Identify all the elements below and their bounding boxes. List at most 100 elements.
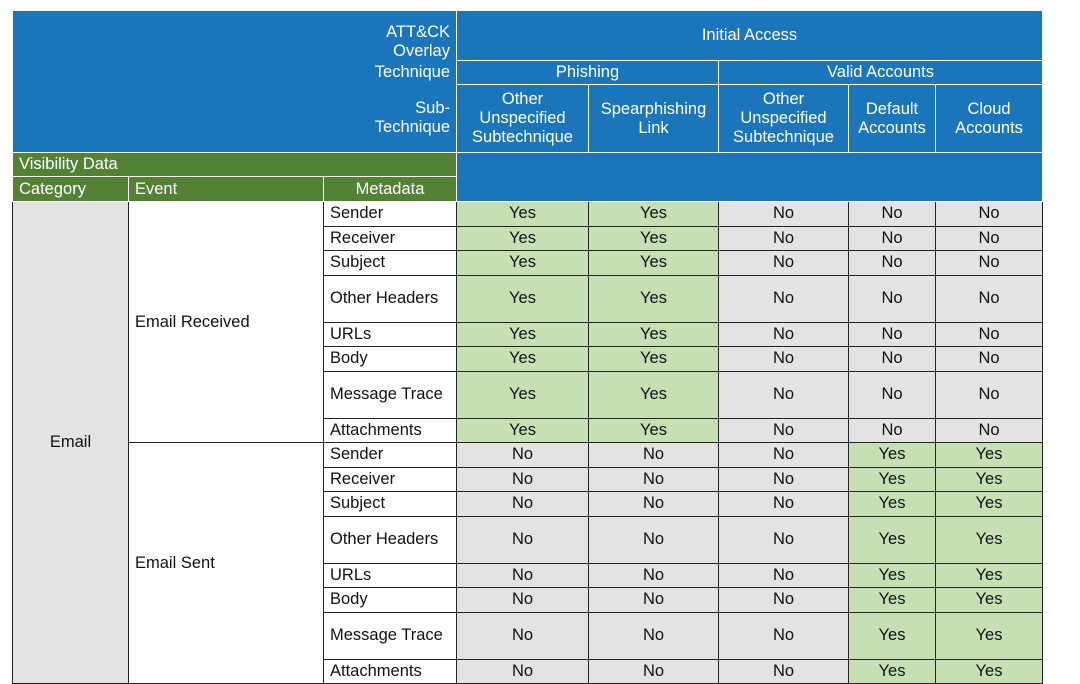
column-header: Metadata — [323, 176, 457, 202]
metadata-cell: URLs — [323, 321, 457, 347]
table-row: Body Yes Yes No No No — [13, 346, 1044, 372]
table-row: Email Email Received Sender Yes Yes No No No — [12, 201, 1044, 684]
table-row: Receiver Yes Yes No No No — [13, 225, 1044, 251]
value-cell: No — [718, 587, 849, 613]
table-row: Receiver No No No Yes Yes — [13, 466, 1044, 492]
table-row: ATT&CK Overlay Initial Access — [12, 10, 1044, 61]
value-cell: Yes — [848, 515, 936, 564]
value-cell: Yes — [934, 587, 1044, 613]
column-header: Event — [128, 176, 324, 202]
value-cell: Yes — [456, 201, 589, 227]
value-cell: No — [718, 201, 849, 227]
value-cell: No — [848, 370, 936, 419]
value-cell: Yes — [456, 321, 589, 347]
value-cell: Yes — [848, 658, 936, 684]
value-cell: No — [588, 587, 719, 613]
value-cell: No — [934, 417, 1044, 443]
overlay-label: ATT&CK Overlay — [12, 10, 457, 61]
sub-technique-label: Sub-Technique — [12, 84, 457, 153]
sub-technique-header: Default Accounts — [848, 84, 936, 153]
value-cell: No — [934, 250, 1044, 276]
metadata-cell: Message Trace — [323, 370, 457, 419]
technique-header: Phishing — [456, 60, 719, 85]
value-cell: No — [588, 515, 719, 564]
value-cell: No — [718, 225, 849, 251]
metadata-cell: Other Headers — [323, 515, 457, 564]
value-cell: No — [718, 491, 849, 517]
value-cell: No — [934, 274, 1044, 323]
value-cell: No — [456, 442, 589, 468]
value-cell: No — [848, 250, 936, 276]
value-cell: No — [588, 658, 719, 684]
visibility-label: Visibility Data — [12, 152, 457, 177]
value-cell: Yes — [848, 442, 936, 468]
table-row: Email Sent Sender No No No Yes Yes — [13, 442, 1044, 684]
table-row: URLs Yes Yes No No No — [13, 321, 1044, 347]
value-cell: No — [718, 274, 849, 323]
table-row: Subject No No No Yes Yes — [13, 491, 1044, 517]
value-cell: Yes — [934, 562, 1044, 588]
table-row: Other Headers Yes Yes No No No — [13, 274, 1044, 323]
metadata-cell: Body — [323, 587, 457, 613]
value-cell: Yes — [456, 250, 589, 276]
event-cell: Email Sent — [128, 442, 324, 684]
event-cell: Email Received — [128, 201, 324, 443]
value-cell: No — [718, 417, 849, 443]
header-spacer — [455, 152, 1044, 202]
technique-label: Technique — [12, 60, 457, 85]
value-cell: No — [718, 658, 849, 684]
value-cell: Yes — [588, 250, 719, 276]
metadata-cell: Attachments — [323, 417, 457, 443]
value-cell: Yes — [456, 274, 589, 323]
value-cell: No — [848, 274, 936, 323]
sub-technique-header: Other Unspecified Subtechnique — [456, 84, 589, 153]
value-cell: No — [456, 515, 589, 564]
value-cell: No — [456, 658, 589, 684]
category-cell: Email — [12, 201, 129, 684]
table-row: Category Event Metadata — [12, 176, 1043, 202]
column-header: Category — [12, 176, 129, 202]
value-cell: Yes — [588, 321, 719, 347]
metadata-cell: Receiver — [323, 225, 457, 251]
metadata-cell: URLs — [323, 562, 457, 588]
table-row: Visibility Data — [12, 152, 1044, 202]
value-cell: No — [934, 201, 1044, 227]
value-cell: No — [456, 491, 589, 517]
value-cell: Yes — [934, 658, 1044, 684]
value-cell: Yes — [456, 370, 589, 419]
value-cell: No — [934, 225, 1044, 251]
metadata-cell: Sender — [323, 442, 457, 468]
value-cell: No — [848, 346, 936, 372]
value-cell: Yes — [588, 346, 719, 372]
value-cell: Yes — [934, 442, 1044, 468]
table-row: Message Trace Yes Yes No No No — [13, 370, 1044, 419]
metadata-cell: Sender — [323, 201, 457, 227]
value-cell: No — [588, 442, 719, 468]
value-cell: Yes — [456, 417, 589, 443]
value-cell: No — [588, 611, 719, 660]
value-cell: No — [456, 562, 589, 588]
value-cell: Yes — [848, 587, 936, 613]
table-row: Body No No No Yes Yes — [13, 587, 1044, 613]
value-cell: No — [588, 491, 719, 517]
value-cell: Yes — [588, 201, 719, 227]
value-cell: Yes — [588, 225, 719, 251]
value-cell: No — [588, 562, 719, 588]
value-cell: No — [934, 370, 1044, 419]
table-row: Technique Phishing Valid Accounts — [12, 60, 1044, 85]
value-cell: Yes — [456, 346, 589, 372]
value-cell: No — [848, 225, 936, 251]
sub-technique-header: Spearphishing Link — [588, 84, 719, 153]
value-cell: Yes — [848, 491, 936, 517]
value-cell: Yes — [588, 370, 719, 419]
value-cell: No — [718, 346, 849, 372]
value-cell: No — [718, 442, 849, 468]
value-cell: No — [718, 321, 849, 347]
value-cell: No — [718, 466, 849, 492]
metadata-cell: Other Headers — [323, 274, 457, 323]
value-cell: No — [848, 321, 936, 347]
value-cell: Yes — [456, 225, 589, 251]
value-cell: No — [588, 466, 719, 492]
value-cell: Yes — [848, 466, 936, 492]
metadata-cell: Subject — [323, 491, 457, 517]
